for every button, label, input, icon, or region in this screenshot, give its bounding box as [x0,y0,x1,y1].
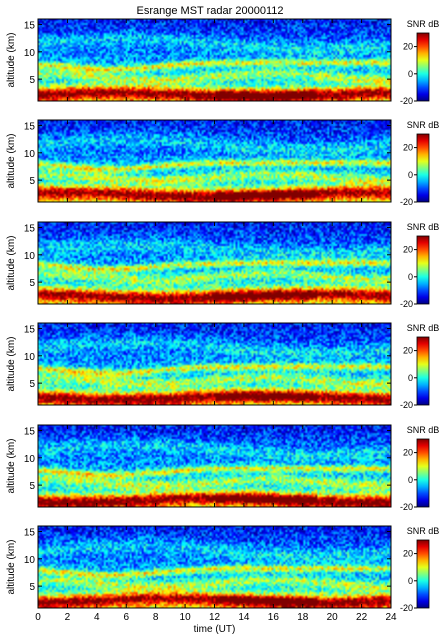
heatmap-5 [38,425,391,507]
colorbar-label: SNR dB [407,323,440,333]
figure-title: Esrange MST radar 20000112 [137,5,284,17]
colorbar-tick-label: -20 [400,197,413,207]
y-tick-label: 5 [29,75,35,86]
x-tick-label: 20 [327,612,339,623]
x-tick-label: 12 [209,612,221,623]
x-tick-label: 6 [123,612,129,623]
heatmap-2 [38,120,391,202]
y-axis-label: altitude (km) [6,336,17,391]
y-axis-label: altitude (km) [6,539,17,594]
x-tick-label: 0 [35,612,41,623]
panel-3: 5 10 15 altitude (km) SNR dB 20 0 -20 [6,221,440,309]
y-tick-label: 5 [29,582,35,593]
colorbar-tick-label: 20 [403,549,413,559]
colorbar-tick-label: 20 [403,245,413,255]
y-tick-label: 15 [24,324,36,335]
y-tick-label: 10 [24,149,36,160]
x-tick-label: 24 [385,612,397,623]
y-tick-label: 15 [24,121,36,132]
y-axis-label: altitude (km) [6,235,17,290]
colorbar-tick-label: -20 [400,400,413,410]
y-tick-label: 10 [24,352,36,363]
colorbar-tick-label: 0 [408,576,413,586]
colorbar-tick-label: -20 [400,96,413,106]
y-tick-label: 15 [24,20,36,31]
heatmap-6 [38,526,391,608]
heatmap-4 [38,323,391,405]
x-axis-label: time (UT) [194,624,236,635]
heatmap-1 [38,19,391,101]
x-tick-label: 8 [153,612,159,623]
colorbar-tick-label: 0 [408,272,413,282]
x-tick-label: 16 [268,612,280,623]
y-tick-label: 10 [24,251,36,262]
y-tick-label: 10 [24,555,36,566]
panel-1: 5 10 15 altitude (km) SNR dB 20 0 -20 [6,18,440,106]
colorbar [416,539,430,609]
colorbar-tick-label: 0 [408,69,413,79]
y-tick-label: 10 [24,454,36,465]
x-tick-label: 10 [180,612,192,623]
heatmap-3 [38,222,391,304]
y-tick-label: 15 [24,223,36,234]
x-tick-label: 18 [297,612,309,623]
y-tick-label: 10 [24,48,36,59]
y-tick-label: 15 [24,527,36,538]
y-axis-label: altitude (km) [6,32,17,87]
colorbar-label: SNR dB [407,425,440,435]
panel-5: 5 10 15 altitude (km) SNR dB 20 0 -20 [6,424,440,512]
y-axis-label: altitude (km) [6,438,17,493]
y-axis-label: altitude (km) [6,133,17,188]
colorbar [416,133,430,203]
colorbar-label: SNR dB [407,19,440,29]
colorbar-tick-label: 0 [408,170,413,180]
y-tick-label: 5 [29,176,35,187]
y-tick-label: 5 [29,278,35,289]
colorbar-tick-label: 20 [403,42,413,52]
colorbar [416,235,430,305]
panel-2: 5 10 15 altitude (km) SNR dB 20 0 -20 [6,119,440,207]
colorbar [416,438,430,508]
colorbar-label: SNR dB [407,222,440,232]
colorbar-tick-label: 0 [408,373,413,383]
colorbar-tick-label: -20 [400,299,413,309]
colorbar-label: SNR dB [407,526,440,536]
panel-4: 5 10 15 altitude (km) SNR dB 20 0 -20 [6,322,440,410]
colorbar [416,336,430,406]
colorbar [416,32,430,102]
colorbar-tick-label: -20 [400,603,413,613]
colorbar-tick-label: 0 [408,475,413,485]
colorbar-tick-label: 20 [403,346,413,356]
x-tick-label: 4 [94,612,100,623]
colorbar-tick-label: -20 [400,502,413,512]
y-tick-label: 5 [29,481,35,492]
colorbar-tick-label: 20 [403,448,413,458]
x-tick-label: 22 [356,612,368,623]
x-tick-label: 14 [238,612,250,623]
colorbar-label: SNR dB [407,120,440,130]
y-tick-label: 15 [24,426,36,437]
colorbar-tick-label: 20 [403,143,413,153]
x-tick-label: 2 [65,612,71,623]
y-tick-label: 5 [29,379,35,390]
